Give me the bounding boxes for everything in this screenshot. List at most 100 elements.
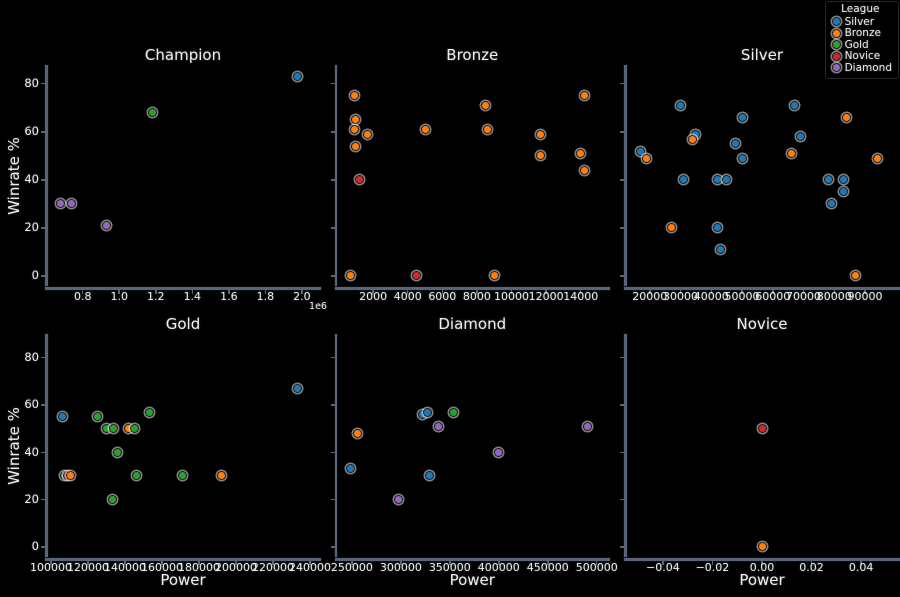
facet-title: Novice bbox=[736, 315, 788, 333]
data-point bbox=[483, 125, 491, 133]
y-tick-mark bbox=[330, 131, 335, 133]
data-point bbox=[790, 101, 798, 109]
y-axis-spine bbox=[45, 65, 48, 290]
y-tick-mark bbox=[41, 275, 45, 277]
x-tick-label: 40000 bbox=[693, 290, 729, 303]
x-tick-label: 220000 bbox=[252, 561, 295, 574]
y-tick-label: 0 bbox=[31, 539, 39, 554]
y-tick-mark bbox=[620, 546, 624, 548]
x-tick-label: 120000 bbox=[66, 561, 109, 574]
y-tick-mark bbox=[41, 356, 45, 359]
data-point bbox=[421, 125, 429, 133]
x-tick-label: 80000 bbox=[816, 290, 852, 303]
x-tick-mark bbox=[498, 561, 500, 565]
legend-entry: Gold bbox=[829, 39, 892, 51]
x-tick-mark bbox=[662, 561, 664, 565]
data-point bbox=[450, 408, 458, 416]
x-tick-label: 50000 bbox=[724, 290, 760, 303]
y-tick-mark bbox=[41, 546, 45, 548]
y-tick-label: 40 bbox=[24, 444, 39, 459]
x-tick-label: 90000 bbox=[847, 290, 883, 303]
x-tick-label: 4000 bbox=[393, 290, 422, 303]
x-tick-mark bbox=[118, 290, 120, 294]
data-point bbox=[584, 422, 592, 430]
data-point bbox=[350, 92, 358, 100]
x-tick-label: 12000 bbox=[528, 290, 564, 303]
legend-entry: Novice bbox=[829, 50, 892, 62]
x-axis-label: Power bbox=[449, 571, 495, 589]
y-tick-mark bbox=[620, 179, 624, 181]
y-tick-mark bbox=[41, 179, 45, 181]
data-point bbox=[352, 116, 360, 124]
x-tick-label: 160000 bbox=[140, 561, 183, 574]
legend-entries: Silver Bronze Gold Novice Diamond bbox=[829, 16, 892, 74]
x-tick-mark bbox=[400, 561, 402, 565]
x-tick-label: 60000 bbox=[755, 290, 791, 303]
x-tick-label: 1.8 bbox=[256, 290, 275, 303]
data-point bbox=[130, 425, 138, 433]
y-tick-mark bbox=[620, 498, 624, 501]
y-tick-mark bbox=[620, 227, 624, 229]
x-tick-mark bbox=[191, 290, 194, 294]
x-axis-spine bbox=[45, 287, 321, 290]
x-tick-mark bbox=[155, 290, 157, 294]
x-tick-label: 8000 bbox=[462, 290, 491, 303]
x-tick-label: 2.0 bbox=[293, 290, 311, 303]
y-tick-mark bbox=[330, 546, 335, 548]
y-tick-mark bbox=[41, 227, 45, 229]
x-axis-spine bbox=[334, 558, 610, 561]
x-tick-label: 0.02 bbox=[799, 561, 824, 574]
x-tick-label: 20000 bbox=[632, 290, 668, 303]
y-axis-spine bbox=[334, 65, 337, 290]
data-point bbox=[350, 125, 358, 133]
legend-entry-label: Diamond bbox=[844, 61, 892, 74]
y-tick-label: 60 bbox=[24, 397, 39, 412]
y-tick-label: 60 bbox=[24, 124, 39, 139]
data-point bbox=[839, 188, 847, 196]
x-tick-mark bbox=[510, 290, 513, 294]
data-point bbox=[125, 425, 133, 433]
x-tick-label: −0.04 bbox=[646, 561, 680, 574]
x-tick-mark bbox=[301, 290, 303, 294]
data-point bbox=[490, 272, 498, 280]
data-point bbox=[637, 147, 645, 155]
x-tick-label: 1.2 bbox=[147, 290, 165, 303]
y-tick-mark bbox=[330, 451, 335, 454]
x-tick-label: 2000 bbox=[359, 290, 388, 303]
x-tick-mark bbox=[87, 561, 89, 565]
y-axis-label: Winrate % bbox=[5, 137, 23, 215]
data-point bbox=[110, 425, 118, 433]
axis-offset-label: 1e6 bbox=[309, 301, 327, 312]
data-point bbox=[873, 154, 881, 162]
y-tick-mark bbox=[41, 131, 45, 133]
data-point bbox=[93, 413, 101, 421]
data-point bbox=[395, 496, 403, 504]
facet-title: Gold bbox=[165, 315, 201, 333]
x-tick-label: 30000 bbox=[663, 290, 698, 303]
x-tick-label: 350000 bbox=[428, 561, 471, 574]
data-point bbox=[680, 176, 688, 184]
x-tick-mark bbox=[449, 561, 451, 565]
data-point bbox=[839, 176, 847, 184]
data-point bbox=[425, 472, 433, 480]
x-tick-mark bbox=[649, 290, 651, 294]
x-tick-mark bbox=[124, 561, 126, 565]
data-point bbox=[495, 448, 503, 456]
y-tick-mark bbox=[330, 275, 335, 277]
x-tick-label: 140000 bbox=[103, 561, 146, 574]
y-tick-mark bbox=[620, 451, 624, 454]
x-tick-label: 200000 bbox=[215, 561, 258, 574]
legend-entry-label: Silver bbox=[844, 15, 875, 28]
data-point bbox=[732, 140, 740, 148]
x-tick-mark bbox=[761, 561, 763, 565]
data-point bbox=[145, 408, 153, 416]
data-point bbox=[643, 154, 651, 162]
legend-entry: Diamond bbox=[829, 62, 892, 74]
data-point bbox=[354, 429, 362, 437]
data-point bbox=[102, 221, 110, 229]
data-point bbox=[787, 149, 795, 157]
data-point bbox=[824, 176, 832, 184]
data-point bbox=[537, 152, 545, 160]
x-tick-mark bbox=[711, 561, 714, 565]
legend-marker-icon bbox=[832, 29, 840, 37]
